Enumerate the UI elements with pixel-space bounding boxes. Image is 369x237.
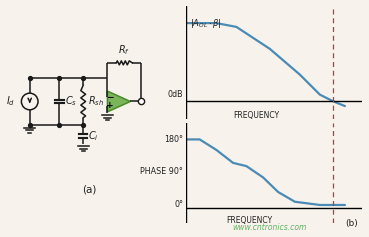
Text: $R_f$: $R_f$ xyxy=(118,44,130,57)
Polygon shape xyxy=(107,91,130,112)
Text: 0dB: 0dB xyxy=(168,91,183,99)
Text: FREQUENCY: FREQUENCY xyxy=(233,111,280,120)
Text: 180°: 180° xyxy=(164,135,183,144)
Text: −: − xyxy=(106,93,113,102)
Text: $C_s$: $C_s$ xyxy=(65,95,77,108)
Text: $R_{sh}$: $R_{sh}$ xyxy=(87,95,104,108)
Text: $C_i$: $C_i$ xyxy=(88,129,99,143)
Text: $|A_{OL} \cdot \beta|$: $|A_{OL} \cdot \beta|$ xyxy=(190,17,221,30)
Text: (a): (a) xyxy=(82,185,96,195)
Text: $I_d$: $I_d$ xyxy=(6,95,15,108)
Text: www.cntronics.com: www.cntronics.com xyxy=(232,223,307,232)
Text: FREQUENCY: FREQUENCY xyxy=(227,216,273,225)
Text: (b): (b) xyxy=(345,219,358,228)
Text: 0°: 0° xyxy=(174,201,183,210)
Text: +: + xyxy=(106,101,113,110)
Text: PHASE 90°: PHASE 90° xyxy=(140,167,183,176)
